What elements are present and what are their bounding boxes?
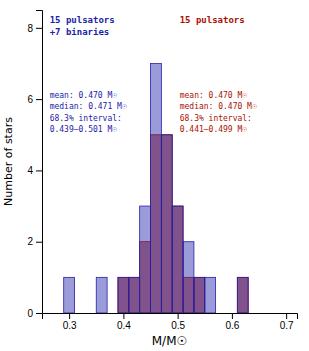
histogram-bar bbox=[118, 277, 129, 313]
x-tick: 0.4 bbox=[117, 313, 131, 331]
y-tick: 4 bbox=[27, 165, 42, 176]
bars bbox=[64, 63, 248, 313]
histogram-bar bbox=[161, 135, 172, 313]
histogram-bar bbox=[194, 277, 205, 313]
y-tick-mark bbox=[36, 313, 42, 314]
annotation-line: 0.441–0.499 M☉ bbox=[180, 125, 248, 134]
x-tick-mark bbox=[69, 313, 70, 319]
y-tick-mark bbox=[36, 242, 42, 243]
x-tick: 0.3 bbox=[63, 313, 77, 331]
histogram-bar bbox=[64, 277, 75, 313]
y-tick: 0 bbox=[27, 308, 42, 319]
x-axis-title: M/M☉ bbox=[152, 334, 188, 348]
annotation-line: median: 0.470 M☉ bbox=[180, 102, 257, 111]
x-tick-label: 0.3 bbox=[63, 320, 77, 331]
annotation-line: 0.439–0.501 M☉ bbox=[50, 125, 118, 134]
y-tick-label: 8 bbox=[27, 23, 33, 34]
y-tick-mark bbox=[36, 170, 42, 171]
y-axis: 0 2 4 6 8 bbox=[27, 11, 42, 319]
x-tick: 0.6 bbox=[225, 313, 239, 331]
annotation-line: 15 pulsators bbox=[180, 15, 245, 25]
histogram-bar bbox=[237, 277, 248, 313]
annotation-stats: mean: 0.470 M☉ median: 0.471 M☉ 68.3% inte… bbox=[50, 91, 127, 134]
histogram-bar bbox=[205, 277, 216, 313]
histogram-bar bbox=[129, 277, 140, 313]
y-tick: 2 bbox=[27, 236, 42, 247]
x-axis-line bbox=[43, 314, 298, 320]
y-tick: 8 bbox=[27, 23, 42, 34]
annotation-line: median: 0.471 M☉ bbox=[50, 102, 127, 111]
x-tick-mark bbox=[123, 313, 124, 319]
annotation-stats: mean: 0.470 M☉ median: 0.470 M☉ 68.3% inte… bbox=[180, 91, 257, 134]
histogram-bar bbox=[129, 277, 140, 313]
y-tick-label: 6 bbox=[27, 94, 33, 105]
x-tick: 0.7 bbox=[280, 313, 294, 331]
annotation-title: 15 pulsators +7 binaries bbox=[50, 15, 115, 37]
x-tick-mark bbox=[286, 313, 287, 319]
histogram-bar bbox=[140, 206, 151, 313]
x-tick-label: 0.6 bbox=[225, 320, 239, 331]
x-tick-label: 0.7 bbox=[280, 320, 294, 331]
x-tick-label: 0.4 bbox=[117, 320, 131, 331]
annotation-title: 15 pulsators bbox=[180, 15, 245, 25]
annotation-line: 68.3% interval: bbox=[180, 114, 252, 123]
plot: 0.3 0.4 0.5 0.6 0.7 0 2 4 6 8 M/M☉ Number of stars 1… bbox=[2, 11, 298, 349]
histogram-bar bbox=[118, 277, 129, 313]
histogram-bar bbox=[96, 277, 107, 313]
x-axis: 0.3 0.4 0.5 0.6 0.7 bbox=[43, 313, 298, 331]
histogram-bar bbox=[194, 277, 205, 313]
y-tick-mark bbox=[36, 99, 42, 100]
y-axis-line bbox=[36, 11, 43, 314]
y-tick-label: 2 bbox=[27, 236, 33, 247]
annotation-line: 15 pulsators bbox=[50, 15, 115, 25]
y-tick-mark bbox=[36, 28, 42, 29]
y-tick: 6 bbox=[27, 94, 42, 105]
histogram-bar bbox=[237, 277, 248, 313]
y-tick-label: 4 bbox=[27, 165, 33, 176]
histogram-bar bbox=[172, 206, 183, 313]
annotation-line: mean: 0.470 M☉ bbox=[50, 91, 118, 100]
annotation-line: 68.3% interval: bbox=[50, 114, 122, 123]
x-tick-label: 0.5 bbox=[171, 320, 185, 331]
histogram-bar bbox=[151, 63, 162, 313]
histogram-bar bbox=[183, 242, 194, 313]
x-tick-mark bbox=[178, 313, 179, 319]
y-axis-title: Number of stars bbox=[2, 117, 15, 206]
histogram-bar bbox=[172, 206, 183, 313]
annotation-line: +7 binaries bbox=[50, 27, 110, 37]
annotations: 15 pulsators +7 binaries mean: 0.470 M☉ med… bbox=[50, 15, 257, 134]
chart: 0.3 0.4 0.5 0.6 0.7 0 2 4 6 8 M/M☉ Number of stars 1… bbox=[0, 0, 309, 351]
annotation-line: mean: 0.470 M☉ bbox=[180, 91, 248, 100]
x-tick: 0.5 bbox=[171, 313, 185, 331]
x-tick-mark bbox=[232, 313, 233, 319]
y-tick-label: 0 bbox=[27, 308, 33, 319]
histogram-bar bbox=[161, 135, 172, 313]
